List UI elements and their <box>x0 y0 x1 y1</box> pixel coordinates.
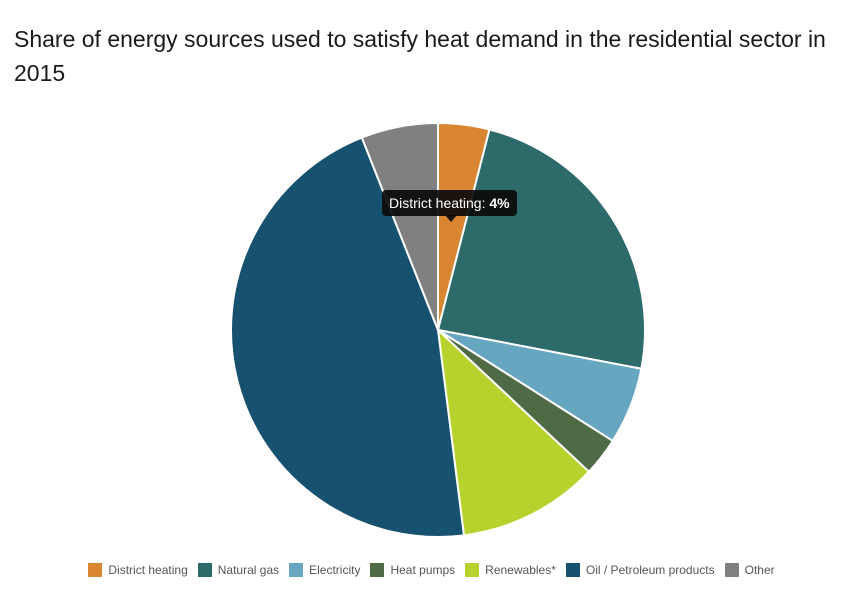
legend-label: Oil / Petroleum products <box>585 563 715 577</box>
chart-title: Share of energy sources used to satisfy … <box>14 26 826 86</box>
legend-swatch <box>370 563 385 577</box>
legend-label: Electricity <box>309 563 361 577</box>
legend-swatch <box>465 563 480 577</box>
tooltip-label: District heating: <box>389 195 490 211</box>
legend: District heating Natural gas Electricity He… <box>0 563 863 577</box>
legend-item[interactable]: Oil / Petroleum products <box>565 563 715 577</box>
pie-slice-renewables[interactable] <box>437 329 590 537</box>
pie-slice-other[interactable] <box>360 122 439 331</box>
tooltip-value: 4% <box>489 195 510 211</box>
legend-item[interactable]: Renewables* <box>465 563 556 577</box>
pie-slice-natural-gas[interactable] <box>437 128 646 370</box>
pie-slice-oil-petroleum-products[interactable] <box>230 136 465 538</box>
legend-label: Other <box>744 563 775 577</box>
legend-label: Natural gas <box>217 563 280 577</box>
legend-item[interactable]: Heat pumps <box>370 563 455 577</box>
legend-label: Heat pumps <box>390 563 456 577</box>
legend-item[interactable]: District heating <box>88 563 188 577</box>
tooltip: District heating: 4% <box>382 190 517 216</box>
legend-swatch <box>197 563 212 577</box>
legend-item[interactable]: Natural gas <box>197 563 280 577</box>
legend-item[interactable]: Other <box>724 563 775 577</box>
legend-swatch <box>724 563 739 577</box>
legend-label: District heating <box>108 563 188 577</box>
legend-swatch <box>88 563 103 577</box>
legend-swatch <box>565 563 580 577</box>
tooltip-arrow <box>445 215 457 222</box>
legend-swatch <box>289 563 304 577</box>
legend-label: Renewables* <box>485 563 556 577</box>
legend-item[interactable]: Electricity <box>289 563 360 577</box>
